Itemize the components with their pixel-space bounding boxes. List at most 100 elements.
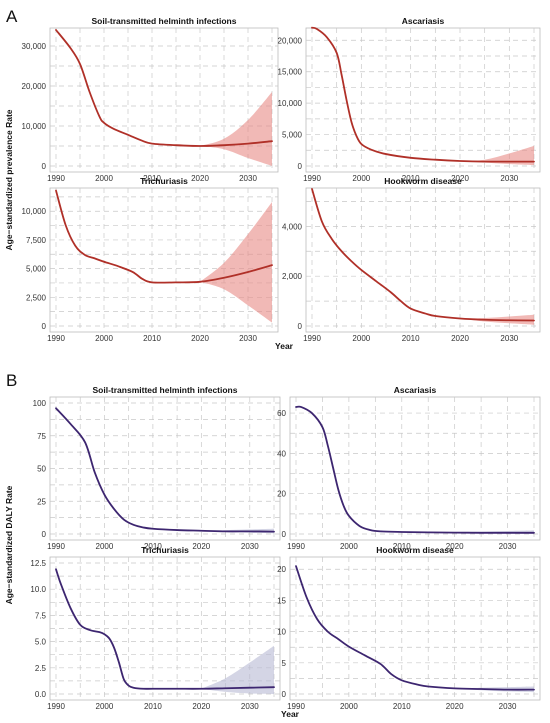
uncertainty-band [201, 645, 274, 694]
x-tick-label: 2000 [96, 542, 114, 551]
y-tick-label: 5,000 [282, 131, 303, 140]
x-tick-label: 2000 [340, 542, 358, 551]
x-tick-label: 2030 [241, 702, 259, 711]
x-tick-label: 2010 [402, 334, 420, 343]
subplot-title: Hookworm disease [376, 545, 454, 555]
chart-grid: Soil-transmitted helminth infections 0 10,… [22, 16, 541, 711]
y-tick-label: 0 [42, 530, 47, 539]
y-tick-label: 60 [277, 409, 286, 418]
x-tick-label: 2000 [352, 174, 370, 183]
plot-frame [289, 396, 541, 541]
subplot-title: Hookworm disease [384, 176, 462, 186]
y-tick-label: 20 [277, 490, 286, 499]
subplot-ascariasis-a: Ascariasis 0 5,000 10,000 15,000 20,000 1990 20… [278, 16, 541, 183]
y-tick-label: 2,500 [26, 293, 47, 302]
y-tick-label: 25 [37, 497, 46, 506]
x-tick-label: 2000 [95, 174, 113, 183]
x-tick-label: 2030 [499, 542, 517, 551]
series-line [311, 188, 535, 322]
y-tick-label: 30,000 [22, 42, 47, 51]
plot-frame [305, 27, 541, 173]
y-tick-label: 0 [42, 322, 47, 331]
y-tick-label: 5 [282, 659, 287, 668]
y-axis-label-a: Age−standardized prevalence Rate [4, 109, 14, 250]
uncertainty-band [200, 202, 272, 323]
uncertainty-band [460, 145, 534, 166]
subplot-hookworm-disease-a: Hookworm disease 0 2,000 4,000 1990 2000 2010 2… [282, 176, 541, 343]
y-tick-label: 4,000 [282, 222, 303, 231]
x-tick-label: 1990 [287, 702, 305, 711]
series-line [55, 29, 273, 147]
y-tick-label: 50 [37, 465, 46, 474]
y-tick-label: 10 [277, 628, 286, 637]
x-tick-label: 2010 [402, 174, 420, 183]
x-tick-label: 2020 [446, 542, 464, 551]
x-tick-label: 2030 [499, 702, 517, 711]
x-tick-label: 2000 [96, 702, 114, 711]
x-tick-label: 2020 [192, 702, 210, 711]
x-tick-label: 2000 [340, 702, 358, 711]
y-tick-label: 20,000 [22, 82, 47, 91]
x-tick-label: 2010 [393, 542, 411, 551]
x-tick-label: 2020 [451, 174, 469, 183]
x-tick-label: 2020 [192, 542, 210, 551]
y-tick-label: 100 [33, 399, 47, 408]
y-tick-label: 5.0 [35, 638, 47, 647]
x-tick-label: 2010 [143, 334, 161, 343]
subplot-title: Trichuriasis [141, 545, 189, 555]
y-tick-label: 7,500 [26, 236, 47, 245]
plot-frame [305, 187, 541, 333]
subplot-title: Soil-transmitted helminth infections [93, 385, 238, 395]
x-tick-label: 1990 [47, 542, 65, 551]
x-tick-label: 2020 [451, 334, 469, 343]
y-tick-label: 20,000 [278, 36, 303, 45]
x-tick-label: 1990 [47, 174, 65, 183]
x-tick-label: 2000 [352, 334, 370, 343]
x-axis-label-b: Year [281, 709, 300, 719]
panel-letter-b: B [6, 371, 17, 390]
subplot-title: Soil-transmitted helminth infections [92, 16, 237, 26]
x-tick-label: 2020 [191, 174, 209, 183]
y-tick-label: 0 [282, 690, 287, 699]
y-tick-label: 40 [277, 449, 286, 458]
x-tick-label: 2010 [144, 702, 162, 711]
subplot-soil-transmitted-helminth-infections-a: Soil-transmitted helminth infections 0 10,… [22, 16, 279, 183]
x-tick-label: 2020 [446, 702, 464, 711]
panel-letter-a: A [6, 7, 18, 26]
y-tick-label: 2.5 [35, 664, 47, 673]
x-tick-label: 2010 [393, 702, 411, 711]
x-tick-label: 2030 [241, 542, 259, 551]
plot-frame [49, 396, 281, 541]
subplot-hookworm-disease-b: Hookworm disease 0 5 10 15 20 1990 2000 2010 2020… [277, 545, 541, 711]
series-line [311, 26, 535, 163]
series-line [55, 407, 275, 533]
series-line [295, 405, 535, 534]
y-tick-label: 7.5 [35, 611, 47, 620]
y-tick-label: 20 [277, 565, 286, 574]
x-tick-label: 2000 [95, 334, 113, 343]
series-line [55, 189, 273, 284]
subplot-soil-transmitted-helminth-infections-b: Soil-transmitted helminth infections 0 25 5… [33, 385, 281, 551]
x-tick-label: 1990 [47, 334, 65, 343]
x-tick-label: 1990 [303, 334, 321, 343]
subplot-title: Trichuriasis [140, 176, 188, 186]
y-tick-label: 0.0 [35, 690, 47, 699]
x-tick-label: 1990 [303, 174, 321, 183]
x-tick-label: 2010 [143, 174, 161, 183]
subplot-trichuriasis-a: Trichuriasis 0 2,500 5,000 7,500 10,000 1990 20… [22, 176, 279, 343]
x-tick-label: 2030 [239, 334, 257, 343]
y-tick-label: 10,000 [22, 122, 47, 131]
x-axis-label-a: Year [275, 341, 294, 351]
y-tick-label: 0 [298, 162, 303, 171]
y-tick-label: 0 [42, 162, 47, 171]
y-tick-label: 15,000 [278, 68, 303, 77]
x-tick-label: 2030 [500, 174, 518, 183]
y-tick-label: 2,000 [282, 272, 303, 281]
y-tick-label: 12.5 [30, 559, 46, 568]
y-tick-label: 0 [298, 322, 303, 331]
x-tick-label: 2030 [500, 334, 518, 343]
y-tick-label: 10,000 [278, 99, 303, 108]
x-tick-label: 2020 [191, 334, 209, 343]
